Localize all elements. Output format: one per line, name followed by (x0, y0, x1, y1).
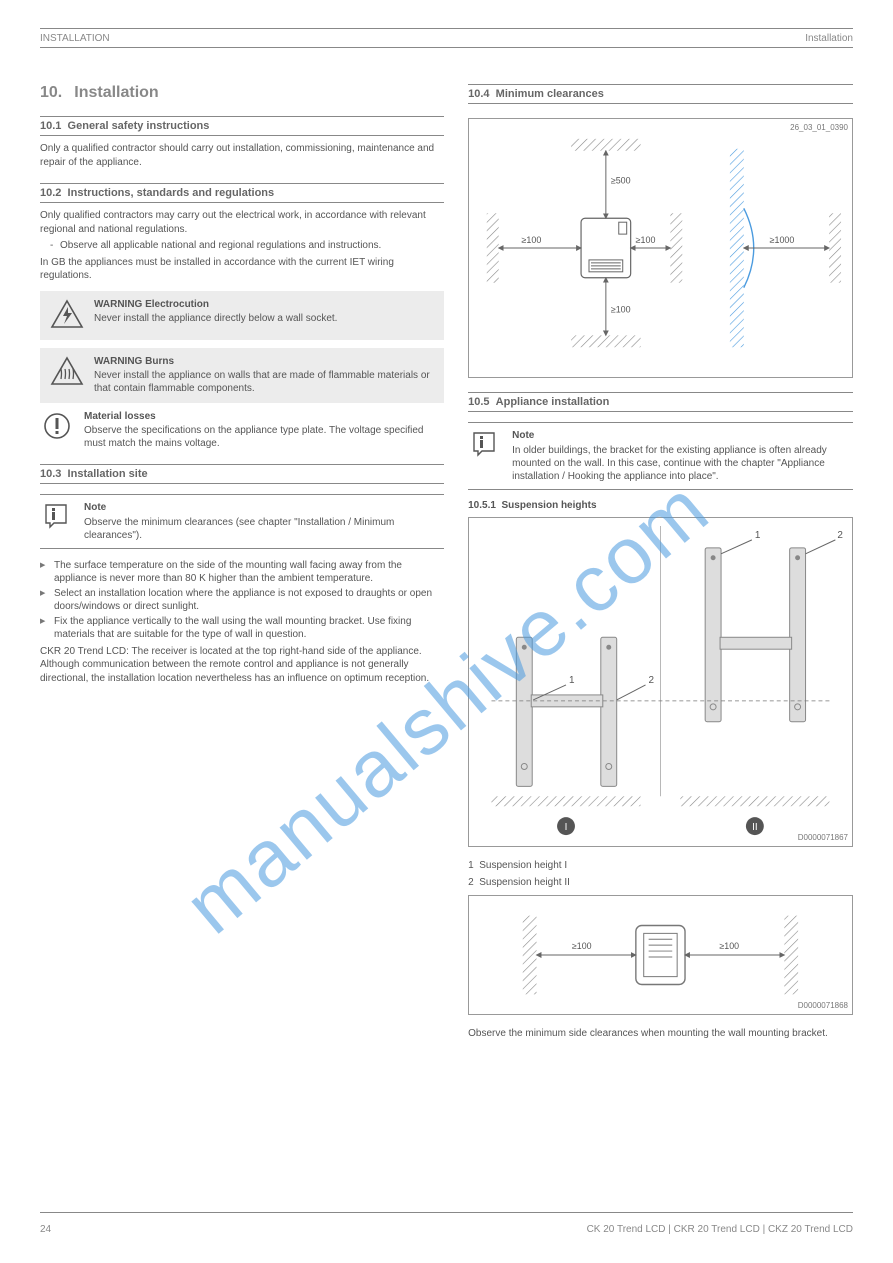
svg-text:1: 1 (569, 675, 575, 686)
warning-electrocution: WARNING Electrocution Never install the … (40, 291, 444, 340)
subsection-10-4: 10.4 Minimum clearances (468, 84, 853, 104)
note-caption: Note (512, 429, 853, 442)
svg-text:2: 2 (649, 675, 655, 686)
figure-side-clearance: ≥100 ≥100 D0000071868 (468, 895, 853, 1015)
para-10-2-intro: Only qualified contractors may carry out… (40, 209, 444, 236)
note-icon (468, 429, 502, 460)
section-10-title: 10.Installation (40, 84, 444, 102)
notice-caption: Material losses (84, 411, 444, 422)
para-10-1: Only a qualified contractor should carry… (40, 142, 444, 169)
list-10-2: Observe all applicable national and regi… (40, 239, 444, 253)
note-caption: Note (84, 501, 444, 514)
figure-clearances: ≥500 ≥100 ≥100 ≥100 ≥1000 26_03_01_0390 (468, 118, 853, 378)
left-column: 10.Installation 10.1 General safety inst… (40, 84, 444, 1044)
warning-burns: WARNING Burns Never install the applianc… (40, 348, 444, 403)
clearance-bottom-label: ≥100 (611, 305, 631, 315)
warning-caption: WARNING Electrocution (94, 299, 337, 310)
note-10-3: Note Observe the minimum clearances (see… (40, 494, 444, 549)
side-clearance-right-label: ≥100 (720, 941, 740, 951)
para-10-2-uk: In GB the appliances must be installed i… (40, 256, 444, 283)
notice-text: Observe the specifications on the applia… (84, 424, 444, 450)
list-item: Select an installation location where th… (40, 587, 444, 614)
suspension-diagram: 1 2 1 2 I II (469, 518, 852, 846)
subsection-10-3: 10.3 Installation site (40, 464, 444, 484)
note-text: Observe the minimum clearances (see chap… (84, 516, 444, 542)
clearance-side-label: ≥1000 (770, 235, 795, 245)
electrocution-icon (50, 299, 84, 332)
note-10-5: Note In older buildings, the bracket for… (468, 422, 853, 490)
svg-text:I: I (565, 822, 568, 833)
page-footer: 24 CK 20 Trend LCD | CKR 20 Trend LCD | … (40, 1224, 853, 1235)
figure-code: D0000071868 (798, 1001, 848, 1010)
warning-text: Never install the appliance on walls tha… (94, 369, 434, 395)
side-clearance-diagram: ≥100 ≥100 (469, 896, 852, 1014)
header-left: INSTALLATION (40, 33, 110, 44)
figure-code: 26_03_01_0390 (790, 123, 848, 132)
figure-suspension-heights: 1 2 1 2 I II D0000071867 (468, 517, 853, 847)
legend-item: 1 Suspension height I (468, 859, 853, 873)
list-item: The surface temperature on the side of t… (40, 559, 444, 586)
list-10-3: The surface temperature on the side of t… (40, 559, 444, 642)
legend-item: 2 Suspension height II (468, 876, 853, 890)
material-losses-note: Material losses Observe the specificatio… (40, 411, 444, 450)
page-header: INSTALLATION Installation (40, 33, 853, 48)
list-item: Observe all applicable national and regi… (50, 239, 444, 253)
clearances-diagram: ≥500 ≥100 ≥100 ≥100 ≥1000 (469, 119, 852, 377)
note-icon (40, 501, 74, 532)
page-number: 24 (40, 1224, 51, 1235)
notice-icon (40, 411, 74, 444)
clearance-left-label: ≥100 (522, 235, 542, 245)
model-line: CK 20 Trend LCD | CKR 20 Trend LCD | CKZ… (587, 1224, 853, 1235)
header-right: Installation (805, 33, 853, 44)
subsubsection-10-5-1: 10.5.1 Suspension heights (468, 500, 853, 511)
clearance-right-label: ≥100 (636, 235, 656, 245)
side-clearance-left-label: ≥100 (572, 941, 592, 951)
svg-text:1: 1 (755, 530, 761, 541)
subsection-10-2: 10.2 Instructions, standards and regulat… (40, 183, 444, 203)
para-ckr: CKR 20 Trend LCD: The receiver is locate… (40, 645, 444, 686)
clearance-top-label: ≥500 (611, 176, 631, 186)
warning-caption: WARNING Burns (94, 356, 434, 367)
note-text: In older buildings, the bracket for the … (512, 444, 853, 483)
warning-text: Never install the appliance directly bel… (94, 312, 337, 325)
svg-text:2: 2 (837, 530, 843, 541)
subsection-10-5: 10.5 Appliance installation (468, 392, 853, 412)
svg-text:II: II (752, 822, 758, 833)
subsection-10-1: 10.1 General safety instructions (40, 116, 444, 136)
burns-icon (50, 356, 84, 389)
right-column: 10.4 Minimum clearances ≥500 (468, 84, 853, 1044)
figure-code: D0000071867 (798, 833, 848, 842)
list-item: Fix the appliance vertically to the wall… (40, 615, 444, 642)
para-side-clearance: Observe the minimum side clearances when… (468, 1027, 853, 1041)
